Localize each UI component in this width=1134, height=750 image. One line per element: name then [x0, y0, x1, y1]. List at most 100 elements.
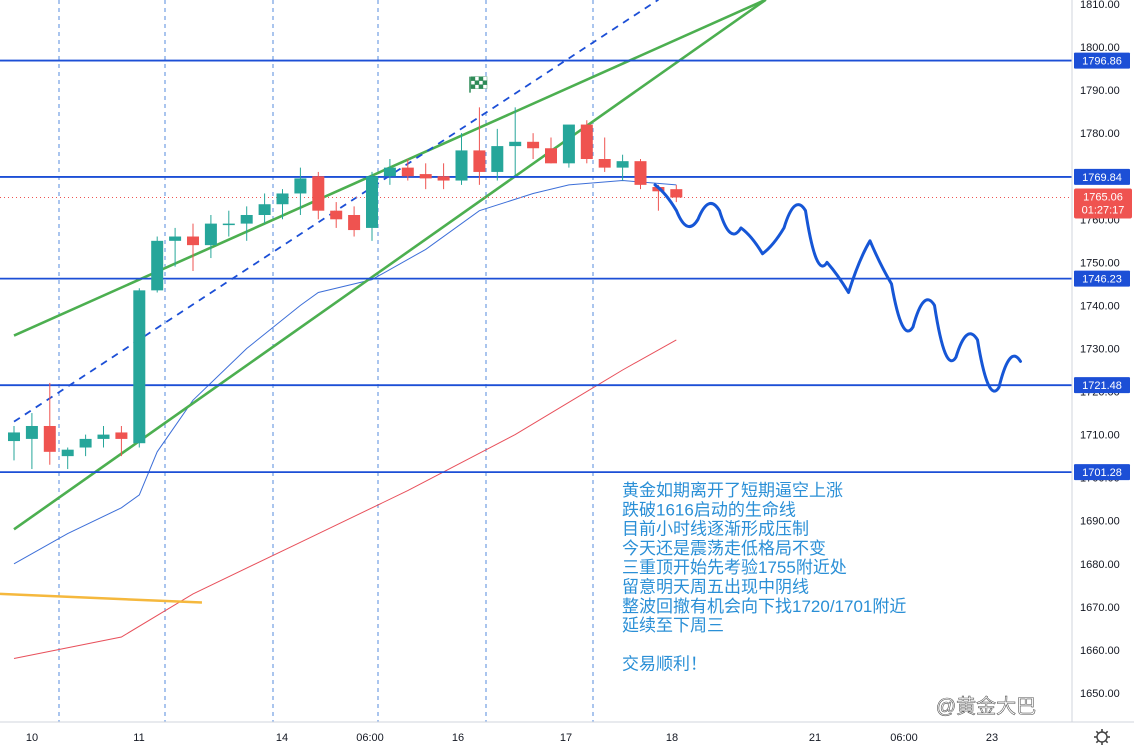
time-axis-bg: [0, 722, 1134, 750]
current-price-label: 1765.06: [1083, 192, 1123, 204]
candle-body: [580, 124, 593, 160]
candle-body: [383, 167, 396, 177]
time-tick-label: 23: [986, 732, 998, 744]
annotation-line: 整波回撤有机会向下找1720/1701附近: [622, 597, 906, 616]
price-tick-label: 1790.00: [1080, 85, 1120, 97]
level-price-label: 1769.84: [1082, 172, 1122, 184]
orange-line: [0, 592, 203, 604]
current-price-tag[interactable]: [1074, 188, 1132, 219]
ma-slow-line: [13, 339, 677, 659]
annotation-line: 交易顺利！: [622, 655, 707, 674]
level-price-label: 1721.48: [1082, 380, 1122, 392]
price-tick-label: 1660.00: [1080, 645, 1120, 657]
candle-body: [419, 174, 432, 179]
candle-body: [258, 204, 271, 215]
watermark: @黄金大巴: [936, 695, 1037, 719]
candle-body: [527, 141, 540, 149]
candle-body: [8, 432, 20, 442]
candle-body: [294, 178, 307, 194]
orange-trendline: [0, 592, 203, 604]
price-tick-label: 1680.00: [1080, 559, 1120, 571]
annotation-line: 延续至下周三: [622, 616, 724, 635]
gear-tooth: [1104, 739, 1109, 744]
watermark-text: @黄金大巴: [936, 695, 1036, 718]
annotation-line: 三重顶开始先考验1755附近处: [622, 558, 847, 577]
candlesticks: [0, 107, 1072, 470]
flag-cell: [482, 76, 488, 81]
flag-cell: [482, 84, 488, 89]
candle-body: [240, 214, 253, 224]
candle-body: [312, 176, 325, 211]
candle-body: [61, 449, 74, 457]
ma-fast-path: [13, 179, 677, 565]
candle-body: [25, 425, 38, 439]
flag-cell: [478, 80, 484, 85]
price-tick-label: 1810.00: [1080, 0, 1120, 11]
price-tick-label: 1750.00: [1080, 257, 1120, 269]
annotation-line: 跌破1616启动的生命线: [622, 500, 796, 519]
ma-fast-line: [13, 179, 677, 565]
channel-lower-line[interactable]: [13, 0, 767, 531]
candle-body: [79, 438, 92, 448]
gear-icon[interactable]: [1094, 729, 1110, 745]
candle-body: [222, 223, 235, 226]
level-price-tag[interactable]: [1074, 464, 1130, 481]
annotation-line: 留意明天周五出现中阴线: [622, 578, 809, 597]
price-tick-label: 1670.00: [1080, 602, 1120, 614]
candle-body: [598, 159, 611, 168]
gear-tooth: [1095, 739, 1100, 744]
flag-cell: [470, 76, 476, 81]
candle-body: [670, 189, 683, 198]
candle-body: [187, 236, 199, 246]
candle-body: [151, 240, 164, 291]
forecast-squiggle[interactable]: [653, 183, 1022, 393]
candle-body: [634, 161, 647, 185]
flag-cell: [474, 76, 480, 81]
time-tick-label: 18: [666, 732, 678, 744]
flag-cell: [482, 80, 488, 85]
candle-body: [348, 214, 361, 231]
level-price-tag[interactable]: [1074, 377, 1130, 394]
candle-body: [276, 193, 289, 205]
flag-cell: [470, 84, 476, 89]
flag-cell: [474, 84, 480, 89]
time-tick-label: 16: [452, 732, 464, 744]
ma-slow-path: [13, 339, 677, 659]
candle-body: [509, 141, 522, 147]
price-tick-label: 1800.00: [1080, 42, 1120, 54]
candle-body: [545, 148, 557, 164]
trend-channel[interactable]: [13, 0, 767, 531]
candle-body: [401, 167, 414, 177]
annotation-line: 目前小时线逐渐形成压制: [622, 520, 809, 539]
candle-body: [616, 161, 629, 168]
level-price-label: 1796.86: [1082, 56, 1122, 68]
annotation-line: 今天还是震荡走低格局不变: [622, 539, 826, 558]
candle-body: [473, 150, 486, 172]
flag-marker-icon[interactable]: [469, 76, 488, 93]
candle-body: [169, 236, 182, 241]
price-axis-bg: [1072, 0, 1134, 722]
level-price-tag[interactable]: [1074, 270, 1130, 287]
candle-body: [204, 223, 217, 246]
price-tick-label: 1730.00: [1080, 343, 1120, 355]
gear-tooth: [1104, 730, 1109, 735]
channel-middle-line[interactable]: [13, 0, 659, 423]
flag-cell: [474, 80, 480, 85]
candle-body: [366, 176, 378, 228]
level-price-tag[interactable]: [1074, 168, 1130, 185]
candle-body: [43, 425, 56, 452]
forecast-drawing[interactable]: [653, 183, 1022, 393]
candle-body: [455, 150, 468, 181]
time-tick-label: 11: [133, 732, 144, 744]
price-tick-label: 1780.00: [1080, 128, 1120, 140]
time-tick-label: 10: [26, 732, 38, 744]
level-price-label: 1701.28: [1082, 467, 1122, 479]
price-axis[interactable]: 1650.001660.001670.001680.001690.001700.…: [1071, 0, 1134, 722]
countdown-label: 01:27:17: [1082, 205, 1125, 217]
annotation-text[interactable]: 黄金如期离开了短期逼空上涨跌破1616启动的生命线目前小时线逐渐形成压制今天还是…: [622, 481, 906, 674]
time-tick-label: 21: [809, 732, 821, 744]
time-axis[interactable]: 10 11 14 06:00 16 17 18 21 06:00 23: [0, 721, 1134, 750]
level-price-tag[interactable]: [1074, 52, 1130, 69]
time-tick-label: 14: [276, 732, 288, 744]
